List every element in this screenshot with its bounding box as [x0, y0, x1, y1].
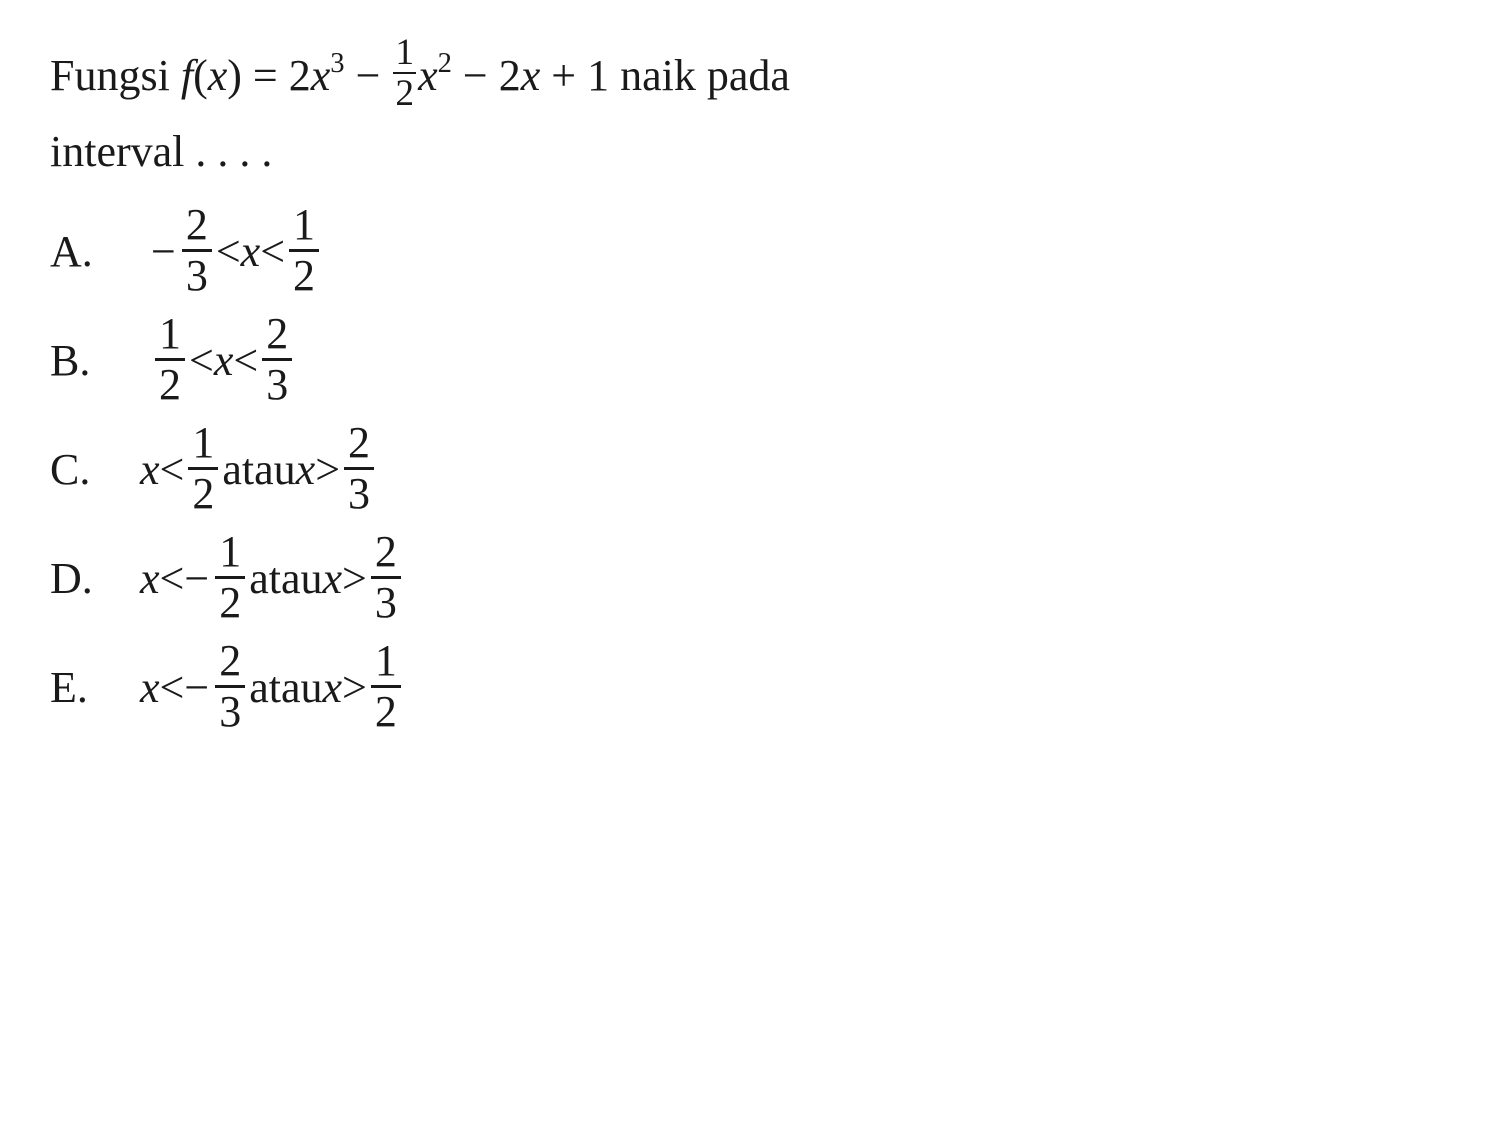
option-e-body: x < − 2 3 atau x > 1 2 [140, 641, 405, 736]
opt-a-left-den: 3 [182, 252, 212, 298]
option-d-letter: D. [50, 546, 140, 612]
equals: = [242, 51, 289, 100]
option-b: B. 1 2 < x < 2 3 [50, 314, 1439, 409]
stem-line-2: interval . . . . [50, 119, 1439, 185]
opt-a-left-num: 2 [182, 203, 212, 252]
x-var: x [241, 219, 261, 285]
t2-pow: 2 [438, 48, 452, 79]
opt-c-first-num: 1 [188, 421, 218, 470]
opt-b-left-den: 2 [155, 361, 185, 407]
atau-text: atau [249, 655, 322, 721]
x-var: x [214, 328, 234, 394]
t2-frac: 12 [393, 34, 416, 113]
lt-sign: < [189, 328, 214, 394]
opt-c-second-frac: 2 3 [344, 421, 374, 516]
opt-c-first-den: 2 [188, 470, 218, 516]
opt-d-second-den: 3 [371, 579, 401, 625]
t1-pow: 3 [330, 48, 344, 79]
opt-c-second-den: 3 [344, 470, 374, 516]
t2-num: 1 [393, 34, 416, 74]
option-b-body: 1 2 < x < 2 3 [140, 314, 296, 409]
func-var: x [208, 51, 228, 100]
x-var: x [296, 437, 316, 503]
lt-sign: < [160, 655, 185, 721]
paren-close: ) [227, 51, 242, 100]
option-b-letter: B. [50, 328, 140, 394]
opt-d-second-num: 2 [371, 530, 401, 579]
option-d-body: x < − 1 2 atau x > 2 3 [140, 532, 405, 627]
opt-b-left-num: 1 [155, 312, 185, 361]
t3-var: x [521, 51, 541, 100]
opt-b-right-frac: 2 3 [262, 312, 292, 407]
opt-e-second-den: 2 [371, 688, 401, 734]
gt-sign: > [315, 437, 340, 503]
t2-den: 2 [393, 74, 416, 112]
x-var: x [322, 546, 342, 612]
opt-b-left-frac: 1 2 [155, 312, 185, 407]
x-var: x [140, 437, 160, 503]
opt-e-first-num: 2 [215, 639, 245, 688]
lt-sign: < [260, 219, 285, 285]
option-c-body: x < 1 2 atau x > 2 3 [140, 423, 378, 518]
x-var: x [140, 546, 160, 612]
opt-e-second-frac: 1 2 [371, 639, 401, 734]
opt-b-right-den: 3 [262, 361, 292, 407]
t2-var: x [418, 51, 438, 100]
t1-coef: 2 [289, 51, 311, 100]
opt-d-first-den: 2 [215, 579, 245, 625]
opt-a-right-num: 1 [289, 203, 319, 252]
opt-e-first-den: 3 [215, 688, 245, 734]
plus: + [540, 51, 587, 100]
opt-c-second-num: 2 [344, 421, 374, 470]
t1-var: x [311, 51, 331, 100]
opt-d-first-frac: 1 2 [215, 530, 245, 625]
t3-coef: 2 [499, 51, 521, 100]
t4: 1 [587, 51, 609, 100]
option-e-letter: E. [50, 655, 140, 721]
lt-sign: < [216, 219, 241, 285]
func-name: f [181, 51, 193, 100]
stem-line-1: Fungsi f(x) = 2x3 − 12x2 − 2x + 1 naik p… [50, 51, 790, 100]
opt-a-neg: − [151, 219, 176, 285]
options-list: A. − 2 3 < x < 1 2 B. 1 2 < [50, 205, 1439, 736]
atau-text: atau [222, 437, 295, 503]
opt-b-right-num: 2 [262, 312, 292, 361]
opt-d-neg: − [184, 546, 209, 612]
opt-e-second-num: 1 [371, 639, 401, 688]
x-var: x [322, 655, 342, 721]
stem-prefix: Fungsi [50, 51, 181, 100]
opt-d-first-num: 1 [215, 530, 245, 579]
option-a: A. − 2 3 < x < 1 2 [50, 205, 1439, 300]
atau-text: atau [249, 546, 322, 612]
lt-sign: < [233, 328, 258, 394]
lt-sign: < [160, 546, 185, 612]
lt-sign: < [160, 437, 185, 503]
option-c-letter: C. [50, 437, 140, 503]
minus-2: − [452, 51, 499, 100]
opt-a-right-frac: 1 2 [289, 203, 319, 298]
stem-suffix: naik pada [609, 51, 790, 100]
opt-a-right-den: 2 [289, 252, 319, 298]
question-stem: Fungsi f(x) = 2x3 − 12x2 − 2x + 1 naik p… [50, 40, 1439, 185]
gt-sign: > [342, 655, 367, 721]
option-d: D. x < − 1 2 atau x > 2 3 [50, 532, 1439, 627]
option-c: C. x < 1 2 atau x > 2 3 [50, 423, 1439, 518]
opt-c-first-frac: 1 2 [188, 421, 218, 516]
x-var: x [140, 655, 160, 721]
paren-open: ( [193, 51, 208, 100]
option-e: E. x < − 2 3 atau x > 1 2 [50, 641, 1439, 736]
opt-e-neg: − [184, 655, 209, 721]
opt-e-first-frac: 2 3 [215, 639, 245, 734]
opt-d-second-frac: 2 3 [371, 530, 401, 625]
option-a-letter: A. [50, 219, 140, 285]
gt-sign: > [342, 546, 367, 612]
option-a-body: − 2 3 < x < 1 2 [140, 205, 323, 300]
minus-1: − [345, 51, 392, 100]
opt-a-left-frac: 2 3 [182, 203, 212, 298]
